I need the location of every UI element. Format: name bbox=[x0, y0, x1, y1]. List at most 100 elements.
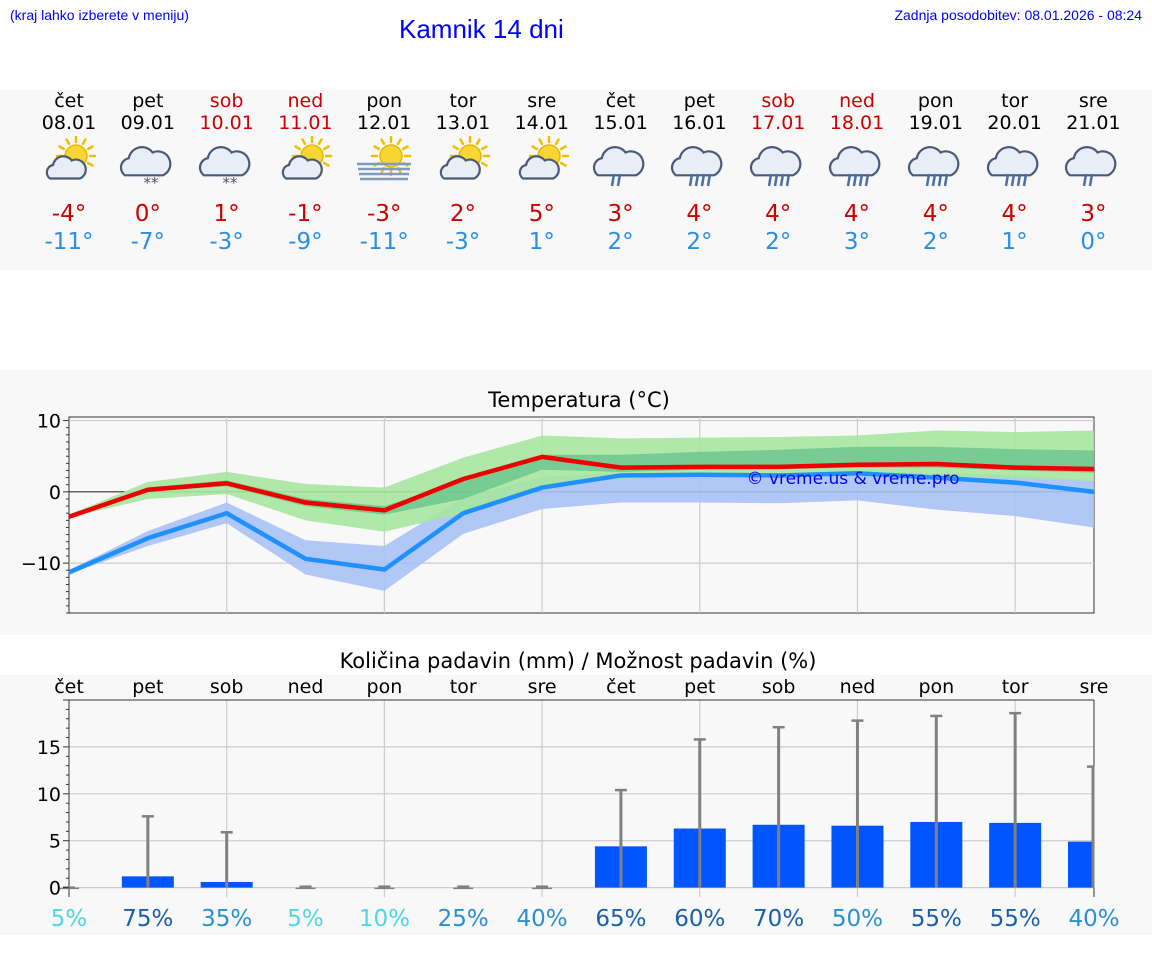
temp-max: 4° bbox=[765, 201, 792, 227]
sun-ray bbox=[459, 138, 465, 146]
day-date: 16.01 bbox=[672, 112, 727, 134]
day-name: tor bbox=[449, 90, 477, 112]
rain-drop bbox=[767, 173, 773, 187]
day-name: sre bbox=[527, 90, 557, 112]
day-name: pet bbox=[132, 90, 164, 112]
day-column: ned 11.01 -1° -9° bbox=[266, 90, 345, 256]
day-name: sre bbox=[1078, 90, 1108, 112]
day-date: 11.01 bbox=[278, 112, 333, 134]
day-column: tor 20.01 4° 1° bbox=[975, 90, 1054, 256]
day-date: 14.01 bbox=[514, 112, 569, 134]
day-date: 13.01 bbox=[435, 112, 491, 134]
temp-min: 1° bbox=[528, 229, 555, 255]
precipitation-chart: 15 10 5 0 čet pet sob ned pon tor sre čet pet sob ned p… bbox=[37, 649, 1120, 932]
temp-max: -4° bbox=[51, 201, 87, 227]
precip-chance: 5% bbox=[51, 906, 88, 932]
x-category-label: ned bbox=[840, 676, 876, 698]
rain-drop bbox=[689, 173, 694, 187]
last-updated: Zadnja posodobitev: 08.01.2026 - 08:24 bbox=[894, 7, 1142, 23]
day-name: sob bbox=[761, 90, 795, 112]
weather-icon-box bbox=[30, 134, 109, 196]
temp-max: 3° bbox=[1080, 201, 1107, 227]
snowflakes: ** bbox=[222, 174, 238, 192]
weather-icon-box: ** bbox=[187, 134, 266, 196]
weather-icon-box bbox=[739, 134, 818, 196]
day-date: 20.01 bbox=[987, 112, 1042, 134]
day-column: čet 08.01 -4° -11° bbox=[30, 90, 109, 256]
cloud-heavy-rain-icon bbox=[750, 146, 802, 187]
cloud-heavy-rain-icon bbox=[828, 146, 881, 187]
cloud-snow-icon: ** bbox=[119, 146, 172, 192]
sun-ray bbox=[480, 145, 488, 151]
x-category-label: pet bbox=[684, 676, 715, 698]
cloud-heavy-rain-icon bbox=[828, 146, 881, 187]
weather-icon-box bbox=[660, 134, 739, 196]
day-date: 15.01 bbox=[593, 112, 648, 134]
day-name: pet bbox=[683, 90, 715, 112]
precip-chance: 40% bbox=[517, 906, 568, 932]
temp-min: 0° bbox=[1080, 229, 1107, 255]
temp-min: -9° bbox=[288, 229, 323, 255]
rain-drop bbox=[1010, 173, 1015, 187]
sun-ray bbox=[380, 138, 386, 146]
cloud-rain-icon bbox=[592, 146, 645, 187]
cloud-heavy-rain-icon bbox=[986, 146, 1039, 187]
day-column: pet 09.01 ** 0° -7° bbox=[108, 90, 187, 256]
day-name: sob bbox=[209, 90, 244, 112]
temp-min: 2° bbox=[686, 229, 713, 255]
sun-ray bbox=[373, 145, 381, 151]
cloud-shape bbox=[45, 155, 87, 180]
x-category-label: sob bbox=[210, 676, 244, 698]
cloud-heavy-rain-icon bbox=[907, 146, 960, 187]
x-category-label: čet bbox=[606, 676, 636, 698]
x-category-label: sre bbox=[528, 676, 557, 698]
y-tick-label: 10 bbox=[37, 411, 61, 433]
cloud-rain-icon bbox=[1065, 146, 1117, 187]
precip-chance: 5% bbox=[287, 906, 324, 932]
temp-min: 1° bbox=[1001, 229, 1028, 255]
rain-drop bbox=[773, 173, 779, 187]
rain-drop bbox=[858, 173, 864, 187]
weather-icon-box bbox=[266, 134, 345, 196]
chart-title: Količina padavin (mm) / Možnost padavin … bbox=[340, 649, 817, 673]
rain-drop bbox=[785, 173, 791, 187]
sun-ray bbox=[318, 138, 324, 146]
region-hint[interactable]: (kraj lahko izberete v meniju) bbox=[10, 7, 189, 23]
rain-drop bbox=[931, 173, 937, 187]
weather-icon-box bbox=[896, 134, 975, 196]
y-tick-label: 0 bbox=[49, 878, 61, 900]
rain-drop bbox=[616, 173, 621, 187]
cloud-shape bbox=[119, 146, 172, 177]
rain-drop bbox=[779, 173, 785, 187]
temp-max: 1° bbox=[213, 201, 240, 227]
chart-title: Temperatura (°C) bbox=[487, 388, 670, 412]
sun-cloud-icon bbox=[45, 136, 97, 180]
weather-icon-box bbox=[345, 134, 424, 196]
precip-bar bbox=[374, 887, 395, 890]
temp-min: -3° bbox=[445, 229, 481, 255]
sun-ray bbox=[58, 145, 66, 151]
day-date: 10.01 bbox=[199, 112, 254, 134]
precip-chance: 55% bbox=[990, 906, 1041, 932]
x-category-label: tor bbox=[1002, 676, 1029, 698]
rain-drop bbox=[846, 173, 852, 187]
x-category-label: sob bbox=[762, 676, 796, 698]
rain-drop bbox=[610, 173, 615, 187]
cloud-heavy-rain-icon bbox=[671, 146, 723, 187]
min-temp-line bbox=[68, 471, 1095, 575]
sun-ray bbox=[475, 138, 481, 146]
temp-min: -11° bbox=[359, 229, 409, 255]
precip-bar bbox=[532, 887, 553, 890]
sun-ray bbox=[452, 145, 460, 151]
rain-drop bbox=[1083, 173, 1088, 187]
day-date: 19.01 bbox=[908, 112, 963, 134]
cloud-shape bbox=[1065, 146, 1117, 177]
rain-drop bbox=[1016, 173, 1021, 187]
temp-max: -3° bbox=[366, 201, 402, 227]
cloud-rain-icon bbox=[1065, 146, 1117, 187]
sun-ray bbox=[480, 161, 488, 167]
cloud-shape bbox=[828, 146, 881, 177]
temp-min: 2° bbox=[607, 229, 634, 255]
y-tick-label: 5 bbox=[49, 831, 61, 853]
cloud-snow-icon: ** bbox=[198, 146, 251, 192]
